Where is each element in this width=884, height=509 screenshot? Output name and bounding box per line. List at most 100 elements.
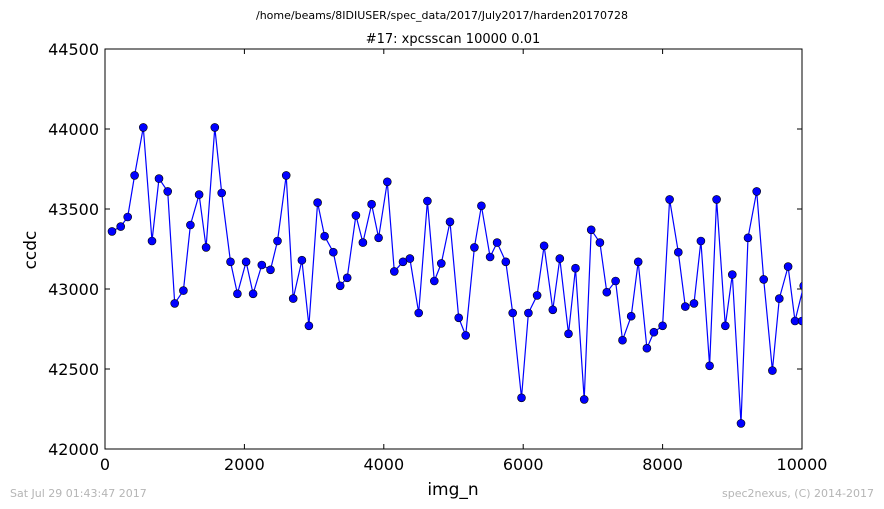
data-point — [389, 267, 399, 276]
data-point — [727, 270, 737, 279]
data-point — [492, 238, 502, 247]
data-point — [436, 259, 446, 268]
data-point — [470, 243, 479, 252]
y-tick-label: 43000 — [48, 280, 99, 299]
data-point — [382, 177, 392, 187]
data-point — [241, 257, 251, 267]
data-point — [342, 273, 352, 283]
data-point — [233, 289, 242, 299]
x-tick-label: 6000 — [503, 455, 544, 474]
plot-frame — [104, 48, 803, 450]
data-point — [611, 276, 620, 286]
x-tick-label: 8000 — [642, 455, 683, 474]
data-point — [201, 243, 211, 252]
data-point — [517, 393, 526, 403]
series-layer — [107, 123, 802, 428]
data-point — [665, 195, 674, 204]
data-point — [429, 276, 439, 286]
data-point — [139, 123, 148, 132]
data-point — [642, 343, 652, 353]
data-point — [374, 233, 383, 243]
data-point — [461, 331, 471, 340]
y-tick-label: 42500 — [48, 360, 99, 379]
data-point — [696, 236, 706, 246]
y-axis-label: ccdc — [21, 231, 41, 270]
data-point — [595, 238, 605, 247]
data-point — [586, 225, 596, 235]
series-group — [107, 123, 802, 428]
data-point — [304, 321, 314, 331]
data-point — [799, 281, 802, 290]
data-point — [532, 291, 542, 300]
data-point — [351, 211, 361, 220]
data-point — [288, 294, 298, 303]
data-point — [797, 316, 802, 326]
data-point — [633, 257, 643, 267]
data-point — [720, 321, 730, 331]
y-tick-label: 44000 — [48, 120, 99, 139]
data-point — [154, 174, 164, 183]
data-point — [217, 188, 226, 198]
data-point — [266, 265, 275, 275]
data-point — [564, 329, 573, 339]
data-point — [297, 255, 307, 265]
data-point — [423, 196, 432, 206]
data-point — [179, 286, 188, 295]
data-point — [774, 294, 784, 303]
data-point — [649, 327, 659, 337]
data-point — [508, 308, 518, 318]
data-point — [768, 366, 777, 375]
data-point — [123, 212, 132, 222]
data-point — [367, 199, 376, 209]
data-point — [658, 321, 667, 331]
data-point — [273, 236, 282, 246]
x-tick-label: 10000 — [777, 455, 828, 474]
data-point — [226, 257, 235, 267]
footer-timestamp: Sat Jul 29 01:43:47 2017 — [10, 487, 147, 500]
data-point — [210, 123, 220, 132]
data-point — [116, 222, 125, 231]
data-point — [328, 247, 338, 257]
data-point — [454, 313, 464, 323]
x-axis-ticks: 0 2000 4000 6000 8000 10000 — [100, 49, 828, 474]
x-tick-label: 0 — [100, 455, 110, 474]
plot-area — [104, 48, 803, 450]
data-point — [147, 236, 157, 246]
data-point — [170, 299, 179, 308]
data-point — [320, 231, 329, 241]
footer-credit: spec2nexus, (C) 2014-2017 — [722, 487, 874, 500]
data-point — [398, 257, 408, 267]
data-point — [107, 227, 117, 236]
x-tick-label: 2000 — [224, 455, 265, 474]
data-point — [712, 195, 721, 204]
data-point — [414, 308, 424, 318]
data-point — [673, 247, 683, 257]
data-point — [571, 263, 580, 273]
data-point — [186, 220, 195, 230]
data-point — [705, 361, 714, 371]
data-point — [335, 281, 345, 291]
data-point — [501, 257, 511, 267]
data-point — [281, 171, 291, 180]
data-point — [358, 238, 368, 247]
x-axis-label: img_n — [427, 480, 478, 500]
y-tick-label: 44500 — [48, 40, 99, 59]
chart-title: #17: xpcsscan 10000 0.01 — [366, 32, 541, 47]
data-point — [405, 254, 415, 263]
data-point — [602, 287, 612, 297]
data-point — [743, 233, 753, 243]
data-point — [579, 395, 589, 404]
data-point — [485, 252, 495, 262]
data-point — [680, 302, 690, 311]
data-point — [445, 217, 455, 227]
data-point — [618, 335, 627, 345]
data-point — [736, 419, 746, 428]
data-point — [257, 260, 267, 270]
data-point — [130, 171, 139, 180]
y-tick-label: 43500 — [48, 200, 99, 219]
data-point — [759, 275, 769, 284]
data-point — [548, 305, 558, 315]
figure-supertitle: /home/beams/8IDIUSER/spec_data/2017/July… — [256, 9, 628, 22]
data-point — [163, 187, 172, 196]
